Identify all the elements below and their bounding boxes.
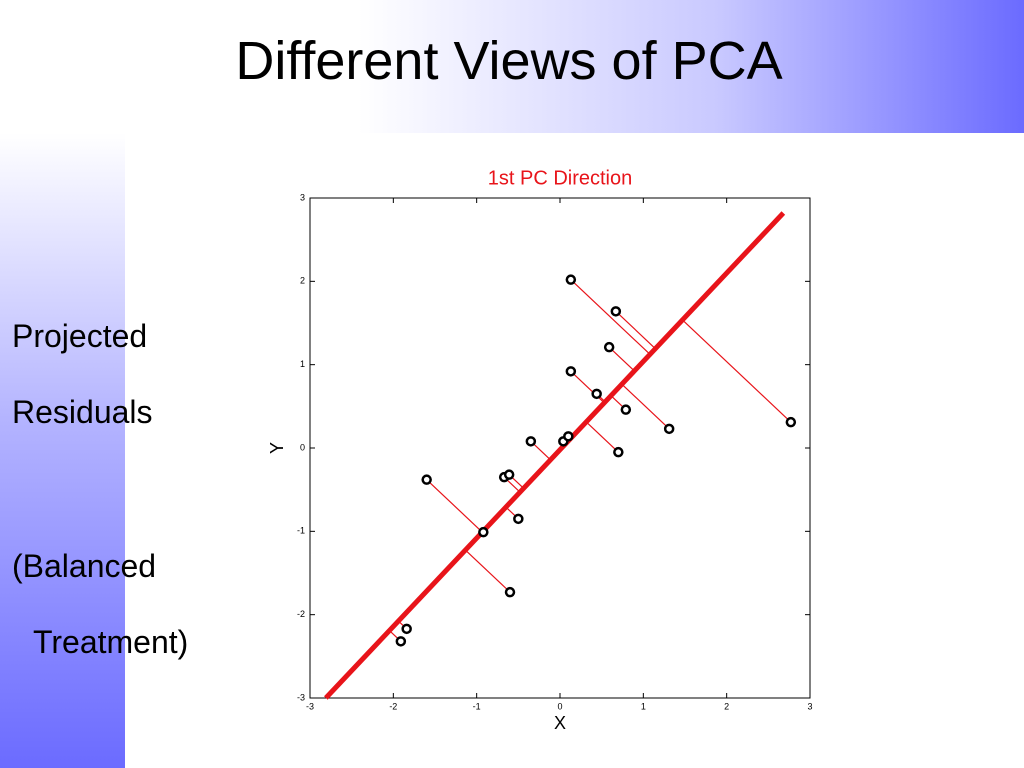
residual-line [464, 549, 511, 593]
x-tick-label: -3 [306, 701, 314, 711]
point [478, 526, 489, 538]
residual-line [570, 279, 651, 355]
side-text: Treatment) [33, 624, 189, 660]
residual-line [608, 346, 635, 372]
point [513, 513, 524, 525]
point [401, 623, 412, 635]
side-text: Projected [12, 318, 148, 354]
x-tick-label: 0 [557, 701, 562, 711]
residual-line [621, 383, 670, 430]
y-tick-label: -3 [297, 692, 305, 702]
slide-title: Different Views of PCA [235, 31, 783, 91]
side-strip [0, 133, 125, 768]
point [503, 469, 515, 480]
x-tick-label: 1 [641, 701, 646, 711]
y-tick-label: -1 [297, 526, 305, 536]
point [525, 436, 537, 447]
title-band [0, 0, 1024, 133]
point [565, 366, 577, 377]
point [785, 416, 797, 428]
residual-line [615, 310, 656, 350]
point [603, 341, 615, 353]
pc-line [324, 211, 786, 700]
point [504, 586, 516, 598]
point [395, 636, 407, 647]
side-text: Residuals [12, 394, 153, 430]
chart-title: 1st PC Direction [488, 167, 633, 189]
residual-line [426, 479, 483, 533]
x-tick-label: -2 [389, 701, 397, 711]
x-tick-label: 3 [807, 701, 812, 711]
point [620, 404, 632, 415]
point [421, 474, 432, 485]
residual-line [682, 319, 792, 423]
x-tick-label: -1 [473, 701, 481, 711]
point [663, 423, 675, 435]
x-axis-label: X [554, 713, 566, 733]
y-tick-label: 2 [300, 276, 305, 286]
x-tick-label: 2 [724, 701, 729, 711]
point [610, 306, 622, 317]
side-text: (Balanced [12, 548, 157, 584]
y-tick-label: -2 [297, 609, 305, 619]
y-axis-label: Y [267, 442, 287, 454]
y-tick-label: 0 [300, 442, 305, 452]
y-tick-label: 3 [300, 192, 305, 202]
y-tick-label: 1 [300, 359, 305, 369]
point [591, 388, 602, 400]
point [613, 446, 624, 458]
residual-line [585, 421, 619, 453]
point [563, 431, 574, 442]
point [565, 274, 577, 285]
